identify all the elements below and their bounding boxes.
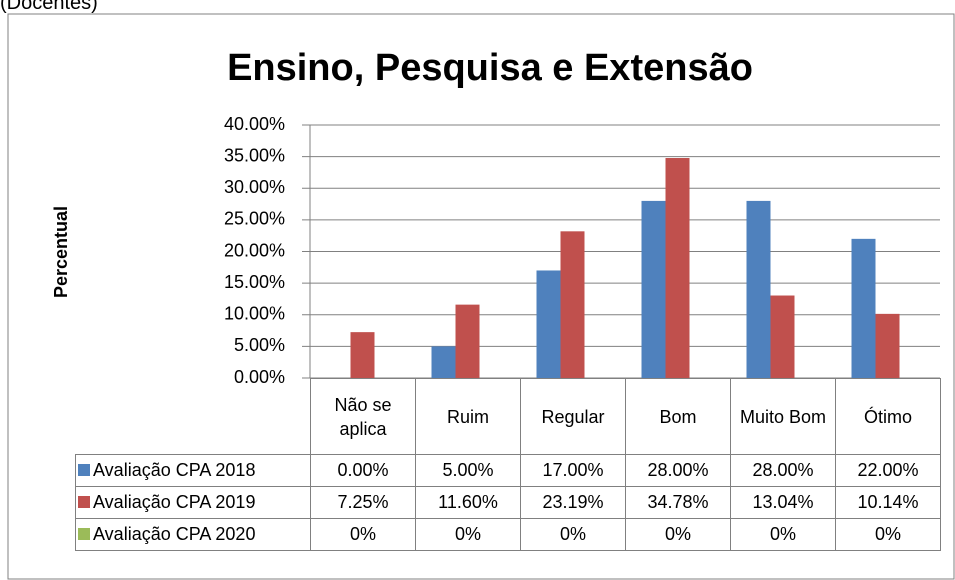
y-tick-label: 10.00% [224, 304, 285, 324]
y-tick-label: 35.00% [224, 145, 285, 165]
data-label: 5.00% [415, 454, 521, 487]
bar [770, 295, 795, 378]
data-label: 0% [835, 518, 941, 551]
data-label: 7.25% [310, 486, 416, 519]
bar [665, 158, 690, 378]
x-tick-label: Regular [520, 378, 626, 455]
series-row: Avaliação CPA 2019 7.25% 11.60% 23.19% 34.78… [75, 486, 941, 519]
data-label: 0% [415, 518, 521, 551]
data-label: 28.00% [730, 454, 836, 487]
bar [875, 313, 900, 378]
bar [455, 304, 480, 378]
legend-swatch [78, 464, 90, 476]
data-label: 17.00% [520, 454, 626, 487]
data-table: Não se aplica Ruim Regular Bom Muito Bom Ótim… [75, 378, 941, 551]
bar [560, 231, 585, 378]
data-label: 0% [310, 518, 416, 551]
legend-label: Avaliação CPA 2019 [93, 492, 256, 512]
series-row: Avaliação CPA 2018 0.00% 5.00% 17.00% 28.00%… [75, 454, 941, 487]
header: (Docentes) [0, 0, 98, 14]
data-label: 23.19% [520, 486, 626, 519]
x-tick-label: Muito Bom [730, 378, 836, 455]
x-tick-label: Não se aplica [310, 378, 416, 455]
y-axis-label: Percentual [51, 206, 71, 298]
y-tick-label: 25.00% [224, 209, 285, 229]
legend-cell: Avaliação CPA 2018 [75, 454, 311, 487]
data-label: 0% [625, 518, 731, 551]
chart-border [7, 13, 955, 580]
y-tick-label: 30.00% [224, 177, 285, 197]
legend-cell: Avaliação CPA 2020 [75, 518, 311, 551]
chart-title: Ensino, Pesquisa e Extensão [227, 47, 753, 89]
data-label: 13.04% [730, 486, 836, 519]
data-label: 28.00% [625, 454, 731, 487]
data-label: 22.00% [835, 454, 941, 487]
x-tick-label: Bom [625, 378, 731, 455]
y-tick-label: 40.00% [224, 114, 285, 134]
bar [641, 200, 666, 378]
data-label: 0% [520, 518, 626, 551]
blank-cell [75, 378, 311, 455]
x-tick-label: Ruim [415, 378, 521, 455]
y-tick-label: 5.00% [234, 335, 285, 355]
y-tick-label: 20.00% [224, 240, 285, 260]
bar [851, 238, 876, 378]
legend-label: Avaliação CPA 2018 [93, 460, 256, 480]
legend-cell: Avaliação CPA 2019 [75, 486, 311, 519]
bar [536, 270, 561, 378]
legend-label: Avaliação CPA 2020 [93, 524, 256, 544]
legend-swatch [78, 496, 90, 508]
y-tick-label: 15.00% [224, 272, 285, 292]
bar [431, 346, 456, 378]
series-row: Avaliação CPA 2020 0% 0% 0% 0% 0% 0% [75, 518, 941, 551]
category-row: Não se aplica Ruim Regular Bom Muito Bom Ótim… [75, 378, 941, 455]
legend-swatch [78, 528, 90, 540]
data-label: 10.14% [835, 486, 941, 519]
data-label: 11.60% [415, 486, 521, 519]
bar [746, 200, 771, 378]
x-tick-label: Ótimo [835, 378, 941, 455]
data-label: 0.00% [310, 454, 416, 487]
data-label: 34.78% [625, 486, 731, 519]
data-label: 0% [730, 518, 836, 551]
bar [350, 332, 375, 378]
